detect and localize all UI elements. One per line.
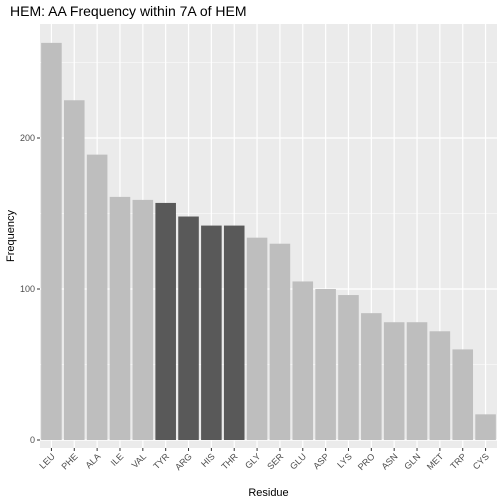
x-tick-label-thr: THR xyxy=(219,451,240,472)
x-tick-label-phe: PHE xyxy=(60,451,80,471)
bar-gly xyxy=(246,237,268,440)
x-tick-label-ser: SER xyxy=(265,451,286,472)
x-tick-label-leu: LEU xyxy=(37,451,56,470)
x-tick-label-asp: ASP xyxy=(311,451,331,471)
x-tick-label-met: MET xyxy=(425,451,446,472)
x-tick-label-trp: TRP xyxy=(448,451,468,471)
x-tick-label-his: HIS xyxy=(199,451,217,469)
x-tick-label-arg: ARG xyxy=(173,451,194,472)
x-tick-label-cys: CYS xyxy=(471,451,491,471)
bar-ser xyxy=(269,243,291,440)
x-axis-title: Residue xyxy=(248,487,288,499)
y-tick-label: 200 xyxy=(20,133,35,143)
bar-met xyxy=(429,331,451,440)
bar-ile xyxy=(109,196,131,440)
x-tick-label-gly: GLY xyxy=(243,451,262,470)
chart-title: HEM: AA Frequency within 7A of HEM xyxy=(10,3,247,19)
x-tick-label-lys: LYS xyxy=(335,451,354,470)
bar-his xyxy=(201,225,222,440)
bar-asp xyxy=(315,289,336,440)
x-tick-label-val: VAL xyxy=(130,451,149,470)
x-tick-label-tyr: TYR xyxy=(151,451,171,471)
bar-val xyxy=(132,199,154,440)
x-tick-label-ala: ALA xyxy=(83,451,102,470)
bar-cys xyxy=(475,414,496,440)
bar-ala xyxy=(86,154,108,441)
x-tick-label-asn: ASN xyxy=(379,451,399,471)
bar-asn xyxy=(383,322,405,440)
y-tick-label: 100 xyxy=(20,284,35,294)
bar-lys xyxy=(338,295,359,440)
x-tick-label-pro: PRO xyxy=(356,451,377,472)
bar-thr xyxy=(223,225,245,440)
x-tick-label-ile: ILE xyxy=(109,451,126,468)
bar-gln xyxy=(406,322,428,440)
x-tick-label-glu: GLU xyxy=(288,451,308,471)
bar-glu xyxy=(292,281,314,440)
bar-trp xyxy=(452,349,474,440)
bar-tyr xyxy=(155,202,176,440)
x-tick-label-gln: GLN xyxy=(402,451,422,471)
plot-panel xyxy=(40,24,497,448)
bar-arg xyxy=(178,216,199,440)
y-tick-label: 0 xyxy=(30,435,35,445)
y-axis-title: Frequency xyxy=(5,210,17,262)
bar-leu xyxy=(41,42,62,441)
bar-phe xyxy=(63,100,85,440)
bar-pro xyxy=(361,313,382,440)
